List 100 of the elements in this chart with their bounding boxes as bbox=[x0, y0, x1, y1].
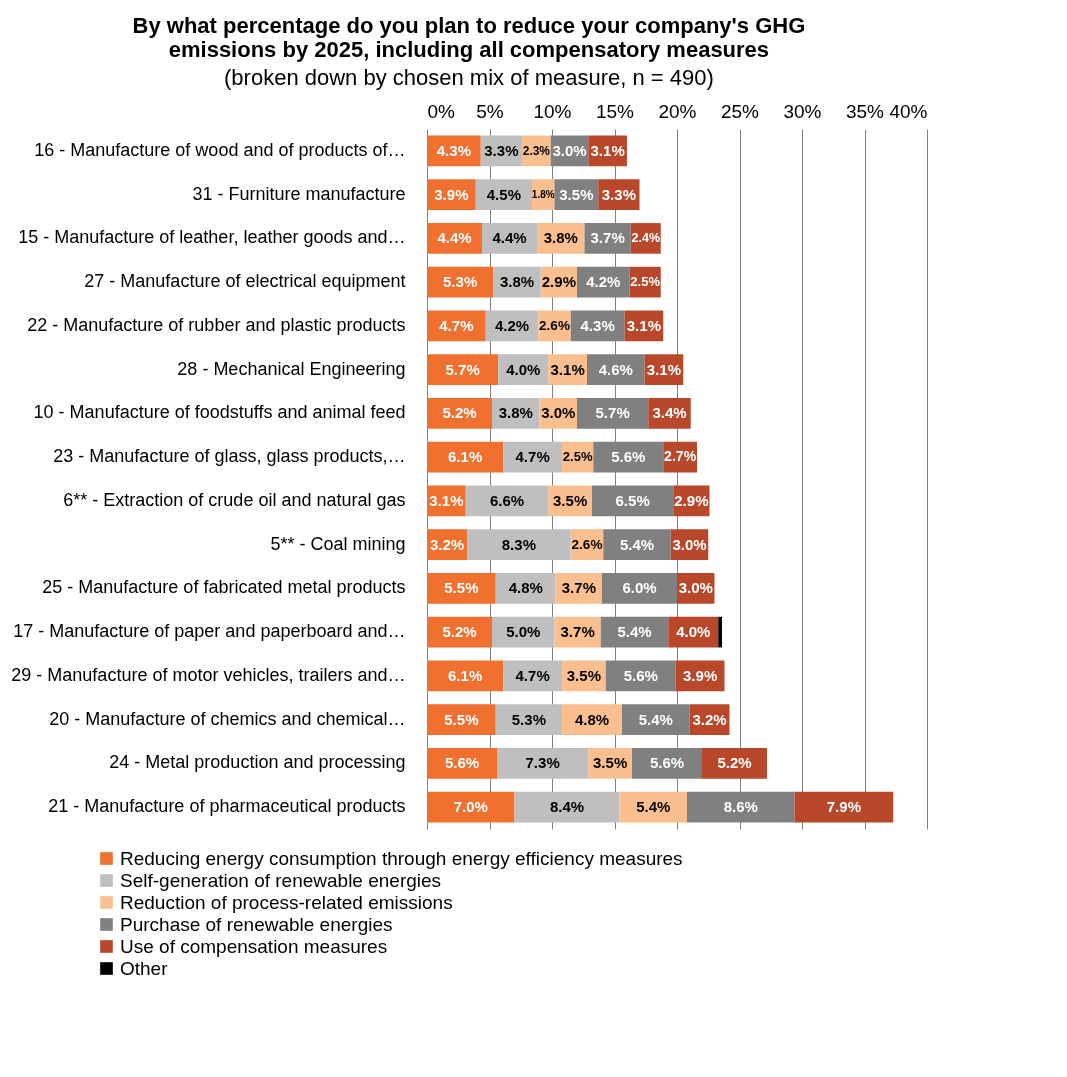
data-label: 3.1% bbox=[626, 316, 661, 334]
legend-label: Use of compensation measures bbox=[120, 935, 388, 957]
x-tick-label: 15% bbox=[595, 100, 635, 122]
data-label: 4.8% bbox=[508, 579, 543, 597]
data-label: 7.9% bbox=[826, 798, 861, 816]
data-label: 6.1% bbox=[448, 448, 483, 466]
data-label: 4.7% bbox=[515, 666, 550, 684]
y-tick-label: 20 - Manufacture of chemics and chemical… bbox=[49, 708, 406, 729]
data-label: 3.2% bbox=[429, 535, 465, 553]
legend-label: Reduction of process-related emissions bbox=[120, 891, 453, 913]
data-label: 4.7% bbox=[439, 316, 474, 334]
legend-label: Purchase of renewable energies bbox=[120, 913, 393, 935]
data-label: 2.9% bbox=[541, 273, 576, 291]
data-label: 5.6% bbox=[444, 754, 480, 772]
data-label: 5.2% bbox=[717, 754, 752, 772]
x-tick-label: 25% bbox=[720, 100, 760, 122]
data-label: 4.3% bbox=[436, 141, 471, 159]
x-tick-label: 20% bbox=[658, 100, 697, 122]
x-tick-label: 10% bbox=[533, 100, 572, 122]
data-label: 4.5% bbox=[486, 185, 521, 203]
data-label: 6.6% bbox=[489, 491, 525, 509]
data-label: 7.0% bbox=[453, 798, 488, 816]
data-label: 3.1% bbox=[429, 491, 464, 509]
y-tick-label: 27 - Manufacture of electrical equipment bbox=[84, 271, 406, 292]
data-label: 3.0% bbox=[552, 141, 587, 159]
data-label: 5.6% bbox=[611, 448, 646, 466]
data-label: 3.3% bbox=[601, 185, 636, 203]
data-label: 3.0% bbox=[678, 579, 713, 597]
y-tick-label: 21 - Manufacture of pharmaceutical products bbox=[48, 796, 406, 817]
legend-label: Self-generation of renewable energies bbox=[120, 869, 442, 891]
data-label: 3.1% bbox=[646, 360, 681, 378]
data-label: 3.3% bbox=[484, 141, 519, 159]
data-label: 3.7% bbox=[560, 623, 595, 641]
data-label: 3.7% bbox=[590, 229, 625, 247]
data-label: 5.5% bbox=[444, 579, 479, 597]
legend-label: Reducing energy consumption through energy efficiency measures bbox=[120, 847, 683, 869]
data-label: 3.2% bbox=[692, 710, 727, 728]
data-label: 3.8% bbox=[499, 273, 535, 291]
data-label: 4.4% bbox=[492, 229, 527, 247]
y-tick-label: 6** - Extraction of crude oil and natural gas bbox=[63, 489, 406, 510]
data-label: 4.3% bbox=[580, 316, 615, 334]
data-label: 4.0% bbox=[506, 360, 541, 378]
y-tick-label: 31 - Furniture manufacture bbox=[192, 183, 406, 204]
data-label: 5.4% bbox=[636, 798, 671, 816]
data-label: 5.2% bbox=[442, 404, 477, 422]
data-label: 5.6% bbox=[623, 666, 658, 684]
data-label: 3.5% bbox=[553, 491, 588, 509]
data-label: 8.4% bbox=[549, 798, 585, 816]
data-label: 2.6% bbox=[539, 317, 570, 333]
data-label: 7.3% bbox=[525, 754, 560, 772]
data-label: 8.3% bbox=[501, 535, 536, 553]
x-tick-label: 35% bbox=[845, 100, 885, 122]
data-label: 4.0% bbox=[676, 623, 711, 641]
chart-subtitle: (broken down by chosen mix of measure, n = 490) bbox=[224, 65, 714, 90]
data-label: 3.8% bbox=[498, 404, 533, 422]
y-tick-label: 29 - Manufacture of motor vehicles, trailers and… bbox=[11, 664, 406, 685]
data-label: 2.3% bbox=[522, 143, 551, 158]
data-label: 3.9% bbox=[434, 185, 469, 203]
data-label: 3.5% bbox=[593, 754, 628, 772]
data-label: 3.1% bbox=[550, 360, 585, 378]
y-tick-label: 23 - Manufacture of glass, glass products,… bbox=[53, 446, 406, 467]
y-tick-label: 16 - Manufacture of wood and of products of… bbox=[34, 139, 406, 160]
data-label: 5.4% bbox=[638, 710, 673, 728]
data-label: 3.4% bbox=[652, 404, 687, 422]
data-label: 4.4% bbox=[437, 229, 472, 247]
data-label: 1.8% bbox=[531, 188, 555, 200]
data-label: 2.9% bbox=[674, 491, 709, 509]
data-label: 5.4% bbox=[619, 535, 655, 553]
data-label: 4.2% bbox=[494, 316, 530, 334]
data-label: 5.7% bbox=[445, 360, 480, 378]
data-label: 5.3% bbox=[511, 710, 546, 728]
data-label: 3.8% bbox=[543, 229, 578, 247]
data-label: 2.7% bbox=[664, 448, 697, 465]
y-tick-label: 5** - Coal mining bbox=[270, 533, 406, 554]
y-tick-label: 10 - Manufacture of foodstuffs and animal feed bbox=[33, 402, 406, 423]
legend-label: Other bbox=[120, 957, 169, 979]
data-label: 6.5% bbox=[615, 491, 650, 509]
y-tick-label: 25 - Manufacture of fabricated metal products bbox=[42, 577, 406, 598]
x-tick-label: 0% bbox=[427, 100, 456, 122]
data-label: 2.5% bbox=[630, 274, 661, 290]
data-label: 3.1% bbox=[590, 141, 625, 159]
data-label: 3.7% bbox=[561, 579, 596, 597]
data-label: 3.0% bbox=[672, 535, 707, 553]
x-tick-label: 30% bbox=[783, 100, 822, 122]
data-label: 2.4% bbox=[631, 231, 660, 246]
data-label: 6.0% bbox=[622, 579, 657, 597]
data-label: 5.5% bbox=[444, 710, 479, 728]
data-label: 3.5% bbox=[559, 185, 594, 203]
data-label: 5.6% bbox=[649, 754, 685, 772]
y-tick-label: 22 - Manufacture of rubber and plastic products bbox=[27, 314, 406, 335]
y-tick-label: 24 - Metal production and processing bbox=[109, 752, 406, 773]
data-label: 4.7% bbox=[515, 448, 550, 466]
y-tick-label: 17 - Manufacture of paper and paperboard and… bbox=[13, 621, 406, 642]
data-label: 4.2% bbox=[586, 273, 621, 291]
data-label: 8.6% bbox=[723, 798, 758, 816]
data-label: 2.5% bbox=[562, 449, 593, 465]
y-tick-label: 15 - Manufacture of leather, leather goods and… bbox=[18, 227, 406, 248]
data-label: 5.2% bbox=[442, 623, 477, 641]
data-label: 5.0% bbox=[506, 623, 541, 641]
data-label: 5.3% bbox=[443, 273, 478, 291]
